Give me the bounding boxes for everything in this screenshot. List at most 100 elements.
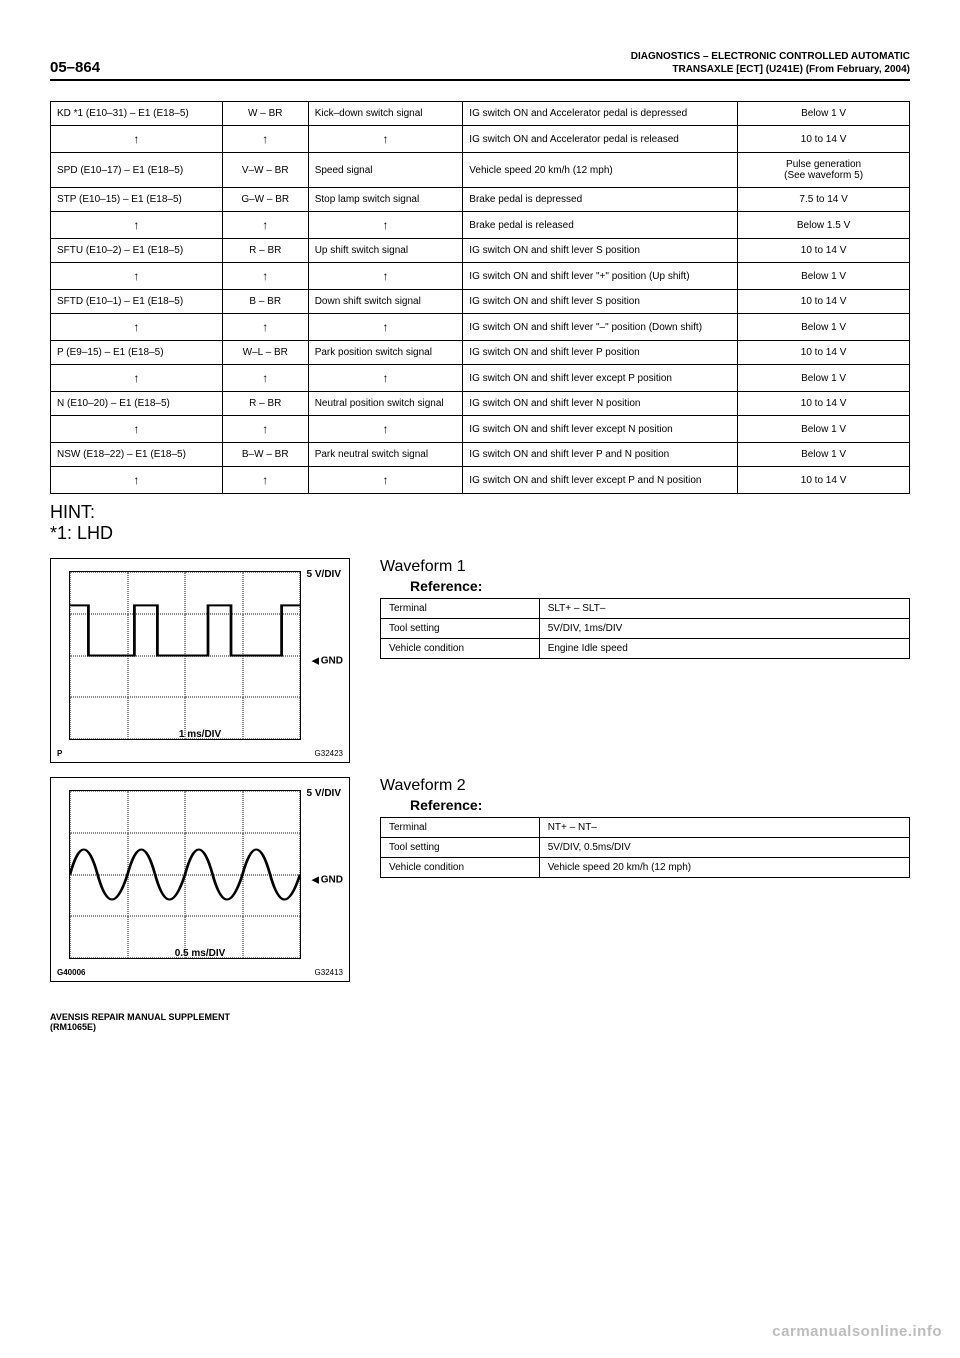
table-cell: IG switch ON and shift lever "–" positio… [463, 314, 738, 341]
page-number: 05–864 [50, 59, 100, 76]
table-cell: Stop lamp switch signal [308, 188, 463, 212]
waveform2-table: TerminalNT+ – NT–Tool setting5V/DIV, 0.5… [380, 817, 910, 878]
table-cell: Park neutral switch signal [308, 443, 463, 467]
table-cell: ↑ [222, 416, 308, 443]
scope2-ref: G32413 [315, 968, 343, 977]
table-row: KD *1 (E10–31) – E1 (E18–5)W – BRKick–do… [51, 102, 910, 126]
scope-2: 5 V/DIV GND 0.5 ms/DIV G40006 G32413 [50, 777, 350, 982]
scope-1: 5 V/DIV GND 1 ms/DIV P G32423 [50, 558, 350, 763]
table-cell: STP (E10–15) – E1 (E18–5) [51, 188, 223, 212]
table-cell: IG switch ON and shift lever S position [463, 239, 738, 263]
table-cell: B – BR [222, 290, 308, 314]
table-cell: ↑ [222, 365, 308, 392]
table-cell: IG switch ON and shift lever except N po… [463, 416, 738, 443]
table-cell: Below 1 V [738, 365, 910, 392]
table-cell: Brake pedal is released [463, 212, 738, 239]
table-cell: Below 1 V [738, 263, 910, 290]
ref-value: SLT+ – SLT– [539, 599, 909, 619]
header-title-line2: TRANSAXLE [ECT] (U241E) (From February, … [672, 64, 910, 75]
table-cell: 10 to 14 V [738, 467, 910, 494]
table-cell: ↑ [308, 263, 463, 290]
table-row: ↑↑↑IG switch ON and shift lever "–" posi… [51, 314, 910, 341]
ref-value: Engine Idle speed [539, 639, 909, 659]
table-cell: ↑ [308, 126, 463, 153]
scope2-tdiv: 0.5 ms/DIV [51, 948, 349, 959]
table-cell: R – BR [222, 392, 308, 416]
ref-value: Vehicle speed 20 km/h (12 mph) [539, 858, 909, 878]
table-cell: 10 to 14 V [738, 392, 910, 416]
table-cell: IG switch ON and shift lever S position [463, 290, 738, 314]
table-cell: R – BR [222, 239, 308, 263]
waveform2-subtitle: Reference: [410, 797, 910, 813]
sine-wave-icon [70, 791, 300, 958]
scope2-grid [69, 790, 301, 959]
square-wave-icon [70, 572, 300, 739]
waveform1-info: Waveform 1 Reference: TerminalSLT+ – SLT… [380, 558, 910, 763]
table-cell: V–W – BR [222, 153, 308, 188]
table-cell: IG switch ON and shift lever N position [463, 392, 738, 416]
ref-key: Vehicle condition [381, 858, 540, 878]
table-cell: ↑ [51, 467, 223, 494]
waveform-1-section: 5 V/DIV GND 1 ms/DIV P G32423 Waveform 1… [50, 558, 910, 763]
table-row: N (E10–20) – E1 (E18–5)R – BRNeutral pos… [51, 392, 910, 416]
table-cell: Below 1 V [738, 443, 910, 467]
table-cell: Speed signal [308, 153, 463, 188]
waveform1-subtitle: Reference: [410, 578, 910, 594]
scope1-ref: G32423 [315, 749, 343, 758]
table-row: ↑↑↑IG switch ON and shift lever except P… [51, 365, 910, 392]
table-cell: ↑ [222, 212, 308, 239]
ref-value: 5V/DIV, 0.5ms/DIV [539, 838, 909, 858]
table-cell: ↑ [51, 314, 223, 341]
table-row: ↑↑↑IG switch ON and Accelerator pedal is… [51, 126, 910, 153]
table-cell: Kick–down switch signal [308, 102, 463, 126]
footer-line1: AVENSIS REPAIR MANUAL SUPPLEMENT [50, 1012, 910, 1022]
table-cell: Park position switch signal [308, 341, 463, 365]
table-cell: ↑ [308, 212, 463, 239]
table-row: STP (E10–15) – E1 (E18–5)G–W – BRStop la… [51, 188, 910, 212]
table-cell: ↑ [308, 365, 463, 392]
table-cell: ↑ [51, 416, 223, 443]
page-footer: AVENSIS REPAIR MANUAL SUPPLEMENT (RM1065… [50, 1012, 910, 1032]
watermark: carmanualsonline.info [772, 1323, 942, 1340]
table-cell: SPD (E10–17) – E1 (E18–5) [51, 153, 223, 188]
table-cell: ↑ [222, 467, 308, 494]
table-cell: W–L – BR [222, 341, 308, 365]
scope1-bl: P [57, 749, 62, 758]
table-row: TerminalSLT+ – SLT– [381, 599, 910, 619]
table-cell: ↑ [51, 212, 223, 239]
waveform2-info: Waveform 2 Reference: TerminalNT+ – NT–T… [380, 777, 910, 982]
ref-value: 5V/DIV, 1ms/DIV [539, 619, 909, 639]
table-cell: B–W – BR [222, 443, 308, 467]
table-row: ↑↑↑Brake pedal is releasedBelow 1.5 V [51, 212, 910, 239]
waveform1-title: Waveform 1 [380, 558, 910, 576]
scope1-vdiv: 5 V/DIV [307, 569, 341, 580]
table-row: NSW (E18–22) – E1 (E18–5)B–W – BRPark ne… [51, 443, 910, 467]
table-cell: Below 1 V [738, 314, 910, 341]
table-row: Vehicle conditionEngine Idle speed [381, 639, 910, 659]
scope2-bl: G40006 [57, 968, 85, 977]
table-row: ↑↑↑IG switch ON and shift lever "+" posi… [51, 263, 910, 290]
scope1-tdiv: 1 ms/DIV [51, 729, 349, 740]
scope2-vdiv: 5 V/DIV [307, 788, 341, 799]
table-row: Tool setting5V/DIV, 0.5ms/DIV [381, 838, 910, 858]
ref-key: Terminal [381, 818, 540, 838]
table-row: SFTD (E10–1) – E1 (E18–5)B – BRDown shif… [51, 290, 910, 314]
table-cell: W – BR [222, 102, 308, 126]
table-cell: NSW (E18–22) – E1 (E18–5) [51, 443, 223, 467]
table-cell: IG switch ON and Accelerator pedal is re… [463, 126, 738, 153]
table-cell: 10 to 14 V [738, 290, 910, 314]
page-header: 05–864 DIAGNOSTICS – ELECTRONIC CONTROLL… [50, 50, 910, 81]
table-cell: Below 1 V [738, 416, 910, 443]
ref-key: Terminal [381, 599, 540, 619]
table-cell: 10 to 14 V [738, 341, 910, 365]
table-cell: Below 1 V [738, 102, 910, 126]
table-cell: ↑ [51, 126, 223, 153]
hint-label: HINT: [50, 502, 910, 523]
table-cell: IG switch ON and Accelerator pedal is de… [463, 102, 738, 126]
table-cell: IG switch ON and shift lever P position [463, 341, 738, 365]
table-cell: SFTU (E10–2) – E1 (E18–5) [51, 239, 223, 263]
scope1-gnd: GND [312, 655, 343, 666]
ref-key: Tool setting [381, 838, 540, 858]
table-cell: ↑ [222, 263, 308, 290]
table-cell: 10 to 14 V [738, 239, 910, 263]
